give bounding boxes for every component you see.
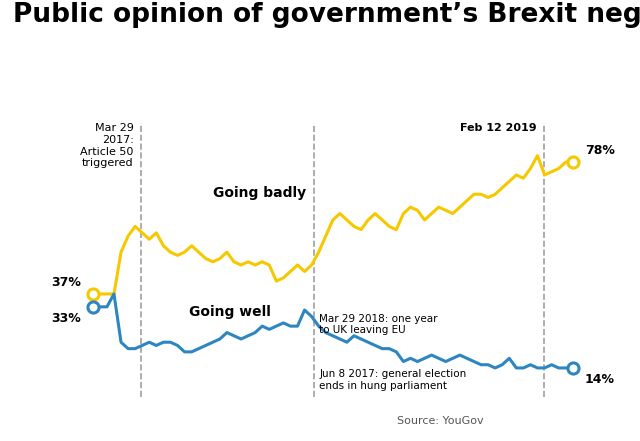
Text: Jun 8 2017: general election
ends in hung parliament: Jun 8 2017: general election ends in hun… <box>319 369 467 391</box>
Text: Feb 12 2019: Feb 12 2019 <box>460 123 537 134</box>
Text: PA: PA <box>575 408 601 426</box>
Text: 37%: 37% <box>51 276 81 289</box>
Text: 33%: 33% <box>51 312 81 325</box>
Text: Going well: Going well <box>189 306 271 319</box>
Text: 78%: 78% <box>585 144 614 157</box>
Text: Source: YouGov: Source: YouGov <box>397 415 483 426</box>
Text: 14%: 14% <box>585 373 615 386</box>
Text: Mar 29 2018: one year
to UK leaving EU: Mar 29 2018: one year to UK leaving EU <box>319 314 438 335</box>
Text: Mar 29
2017:
Article 50
triggered: Mar 29 2017: Article 50 triggered <box>81 123 134 168</box>
Text: Public opinion of government’s Brexit negotiations: Public opinion of government’s Brexit ne… <box>13 2 640 28</box>
Text: Going badly: Going badly <box>212 187 306 201</box>
